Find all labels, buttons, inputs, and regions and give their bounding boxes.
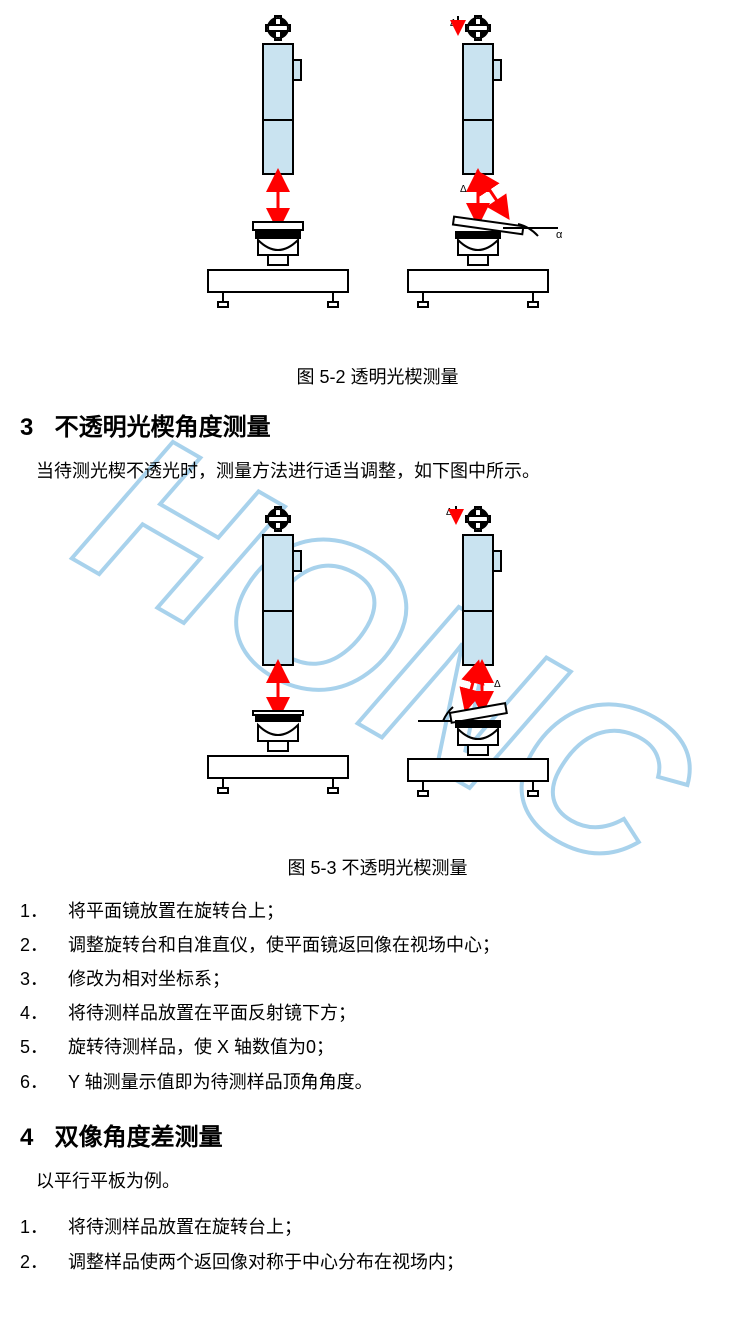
figure-5-3-svg: Δ Δ (158, 501, 598, 841)
section-3-steps: 1．将平面镜放置在旋转台上； 2．调整旋转台和自准直仪，使平面镜返回像在视场中心… (20, 894, 735, 1099)
section-4-steps: 1．将待测样品放置在旋转台上； 2．调整样品使两个返回像对称于中心分布在视场内； (20, 1210, 735, 1278)
svg-text:Δ: Δ (494, 679, 501, 690)
list-item: 1．将待测样品放置在旋转台上； (20, 1210, 735, 1244)
list-item: 2．调整样品使两个返回像对称于中心分布在视场内； (20, 1245, 735, 1279)
list-item: 5．旋转待测样品，使 X 轴数值为0； (20, 1030, 735, 1064)
section-4-heading: 4 双像角度差测量 (20, 1117, 735, 1152)
figure-5-3-caption: 图 5-3 不透明光楔测量 (20, 854, 735, 880)
section-3-number: 3 (20, 414, 48, 442)
svg-text:Δ: Δ (460, 184, 467, 195)
figure-5-3: Δ Δ (20, 501, 735, 846)
figure-5-2-caption: 图 5-2 透明光楔测量 (20, 363, 735, 389)
svg-text:Δ: Δ (450, 18, 457, 29)
list-item: 2．调整旋转台和自准直仪，使平面镜返回像在视场中心； (20, 928, 735, 962)
section-4-title: 双像角度差测量 (55, 1124, 223, 1151)
section-4-para: 以平行平板为例。 (36, 1166, 735, 1197)
section-3-heading: 3 不透明光楔角度测量 (20, 407, 735, 442)
figure-5-2-svg: Δ Δ (158, 10, 598, 350)
section-3-para: 当待测光楔不透光时，测量方法进行适当调整，如下图中所示。 (36, 456, 735, 487)
list-item: 3．修改为相对坐标系； (20, 962, 735, 996)
list-item: 4．将待测样品放置在平面反射镜下方； (20, 996, 735, 1030)
svg-text:α: α (556, 229, 563, 241)
svg-text:Δ: Δ (446, 507, 453, 518)
list-item: 6．Y 轴测量示值即为待测样品顶角角度。 (20, 1065, 735, 1099)
section-3-title: 不透明光楔角度测量 (55, 414, 271, 441)
list-item: 1．将平面镜放置在旋转台上； (20, 894, 735, 928)
section-4-number: 4 (20, 1124, 48, 1152)
figure-5-2: Δ Δ (20, 10, 735, 355)
